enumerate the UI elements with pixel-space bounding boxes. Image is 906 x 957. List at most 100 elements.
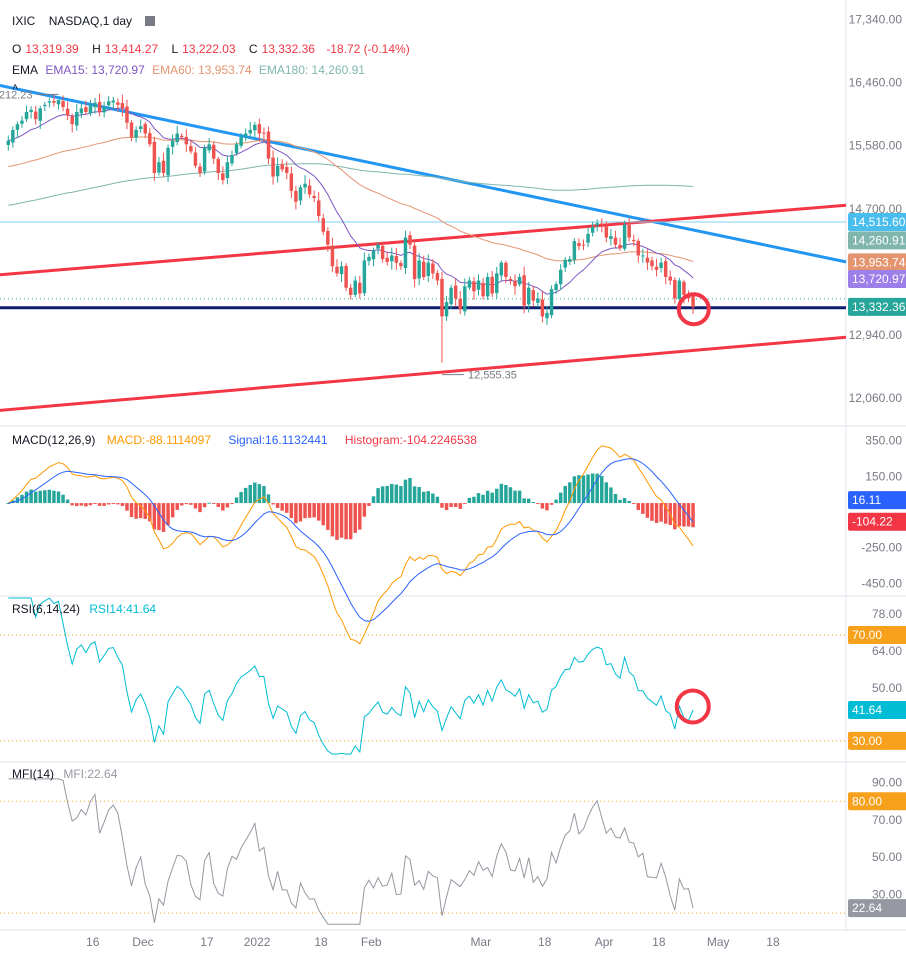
price-tick-label: 12,940.00	[849, 328, 903, 342]
candle-body	[385, 257, 389, 262]
candle-body	[170, 140, 175, 147]
candle	[458, 291, 462, 315]
macd-title[interactable]: MACD(12,26,9)	[12, 433, 96, 447]
histogram-bar	[663, 503, 668, 524]
candle-body	[490, 276, 494, 294]
change-value: -18.72 (-0.14%)	[326, 42, 410, 56]
histogram-value: Histogram:-104.2246538	[344, 433, 477, 447]
price-axis[interactable]: 17,340.00 16,460.00 15,580.00 14,700.00 12,9…	[848, 12, 906, 918]
candle-body	[102, 106, 106, 113]
candle	[275, 157, 280, 183]
rsi-pane[interactable]	[0, 597, 846, 755]
candle	[645, 249, 650, 270]
price-tick-label: 15,580.00	[849, 139, 903, 153]
settings-square-icon[interactable]	[145, 16, 156, 26]
candle-body	[134, 129, 138, 138]
time-tick-label: 2022	[244, 935, 271, 949]
histogram-bar	[134, 503, 138, 519]
candle	[180, 133, 184, 140]
mfi-pane[interactable]	[0, 778, 846, 925]
histogram-bar	[339, 503, 344, 538]
time-tick-label: Dec	[132, 935, 153, 949]
histogram-bar	[577, 475, 581, 504]
candle	[568, 255, 572, 265]
candle	[129, 120, 134, 142]
histogram-bar	[175, 503, 179, 510]
candle-body	[663, 261, 668, 277]
exchange-interval[interactable]: NASDAQ,1 day	[48, 14, 133, 28]
candle	[138, 119, 143, 133]
mfi-value-label: 22.64	[852, 901, 882, 915]
time-tick-label: Mar	[470, 935, 491, 949]
candle	[668, 270, 672, 285]
histogram-bar	[116, 503, 120, 505]
histogram-bar	[613, 493, 618, 504]
histogram-bar	[435, 496, 440, 504]
candle-body	[453, 285, 458, 299]
macd-tick-label: -450.00	[861, 576, 902, 590]
candle	[56, 99, 61, 110]
candle-body	[636, 240, 641, 256]
candle	[399, 260, 403, 270]
candle-body	[362, 260, 367, 294]
price-value-badge	[848, 231, 906, 250]
mfi-tick-label: 30.00	[872, 887, 902, 901]
candle-body	[609, 236, 613, 239]
candle	[636, 238, 641, 263]
price-value-badge	[848, 213, 906, 232]
candle	[38, 105, 42, 130]
candle	[449, 284, 453, 309]
histogram-bar	[677, 503, 682, 527]
rsi-title[interactable]: RSI(6,14,24)	[12, 602, 81, 616]
candle	[102, 101, 106, 118]
candle	[604, 221, 609, 243]
mfi-title[interactable]: MFI(14)	[12, 767, 54, 781]
histogram-bar	[600, 475, 604, 504]
candle-body	[412, 245, 417, 280]
candle	[120, 94, 125, 117]
candle	[495, 266, 499, 299]
histogram-bar	[280, 503, 284, 511]
price-value-label: 13,720.97	[852, 272, 906, 286]
highlight-circle-rsi	[674, 688, 711, 725]
candle-body	[221, 173, 225, 181]
candle-body	[275, 165, 280, 177]
histogram-bar	[517, 490, 522, 504]
candle	[417, 253, 421, 286]
chevron-up-icon[interactable]: ˄	[12, 82, 19, 94]
histogram-bar	[202, 503, 207, 508]
candle-body	[289, 173, 294, 191]
histogram-bar	[6, 503, 11, 505]
histogram-bar	[367, 503, 371, 506]
candle	[79, 102, 84, 119]
symbol-name[interactable]: IXIC	[12, 14, 36, 28]
rsi-tick-label: 78.00	[872, 607, 902, 621]
histogram-bar	[248, 484, 252, 504]
candle	[513, 274, 517, 295]
histogram-bar	[225, 503, 230, 508]
candle	[298, 184, 303, 206]
candle	[453, 278, 458, 307]
candle-body	[618, 244, 622, 249]
time-tick-label: 16	[86, 935, 100, 949]
candle	[463, 278, 467, 316]
price-pane[interactable]: 16,212.23 12,555.35	[0, 83, 847, 412]
candle	[408, 231, 412, 250]
candle-body	[157, 162, 161, 173]
time-axis[interactable]: 16 Dec 17 2022 18 Feb Mar 18 Apr 18 May 18	[86, 935, 780, 949]
candle-body	[367, 256, 371, 261]
candle	[193, 147, 198, 169]
candle-body	[198, 166, 202, 173]
histogram-bar	[289, 503, 294, 519]
candle-body	[294, 190, 298, 202]
mfi-value-badge	[848, 899, 906, 918]
histogram-bar	[376, 488, 380, 504]
ema-title[interactable]: EMA	[12, 63, 39, 77]
candle	[595, 219, 599, 232]
histogram-bar	[170, 503, 175, 518]
candle-body	[111, 100, 116, 103]
macd-pane[interactable]	[6, 445, 695, 645]
histogram-bar	[444, 503, 449, 511]
candle	[143, 121, 147, 138]
